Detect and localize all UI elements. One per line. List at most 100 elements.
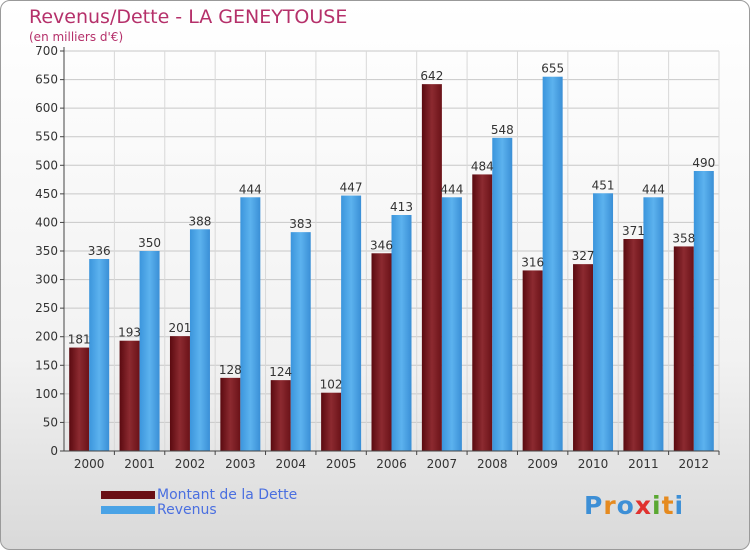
bar-dette: [421, 84, 442, 452]
data-label-dette: 371: [622, 224, 645, 238]
y-tick-label: 50: [43, 415, 58, 429]
bar-revenus: [240, 197, 261, 451]
bar-dette: [472, 174, 493, 451]
data-label-dette: 642: [420, 69, 443, 83]
data-label-revenus: 383: [289, 217, 312, 231]
data-label-dette: 193: [118, 326, 141, 340]
y-tick-label: 700: [35, 44, 58, 58]
bar-revenus: [542, 76, 563, 451]
y-tick-label: 450: [35, 187, 58, 201]
x-tick-label: 2012: [679, 457, 710, 471]
y-tick-label: 350: [35, 244, 58, 258]
bar-revenus: [290, 232, 311, 451]
bars: [69, 76, 714, 452]
y-tick-label: 250: [35, 301, 58, 315]
y-tick-label: 0: [50, 444, 58, 458]
y-tick-label: 650: [35, 73, 58, 87]
data-label-revenus: 388: [189, 214, 212, 228]
bar-dette: [69, 347, 90, 451]
proxiti-logo: Proxiti: [584, 491, 684, 520]
y-tick-label: 100: [35, 387, 58, 401]
legend-item-dette: Montant de la Dette: [101, 486, 298, 503]
data-label-revenus: 444: [642, 182, 665, 196]
data-label-revenus: 451: [592, 178, 615, 192]
legend-swatch-revenus: [101, 505, 155, 514]
x-tick-label: 2006: [376, 457, 407, 471]
data-label-revenus: 350: [138, 236, 161, 250]
data-label-revenus: 413: [390, 200, 413, 214]
bar-revenus: [189, 229, 210, 451]
x-tick-label: 2008: [477, 457, 508, 471]
x-tick-label: 2004: [275, 457, 306, 471]
data-label-revenus: 444: [440, 182, 463, 196]
data-label-dette: 102: [320, 378, 343, 392]
bar-revenus: [693, 171, 714, 451]
logo-letter: x: [634, 491, 652, 520]
logo-letter: t: [661, 491, 675, 520]
legend-label-revenus: Revenus: [157, 501, 217, 518]
logo-letter: P: [584, 491, 604, 520]
bar-dette: [623, 239, 644, 451]
legend: Montant de la Dette Revenus: [101, 486, 298, 518]
y-tick-label: 300: [35, 273, 58, 287]
data-label-dette: 128: [219, 363, 242, 377]
legend-label-dette: Montant de la Dette: [157, 486, 298, 503]
chart-title: Revenus/Dette - LA GENEYTOUSE: [29, 6, 348, 28]
x-tick-label: 2010: [578, 457, 609, 471]
x-tick-label: 2000: [74, 457, 105, 471]
data-label-dette: 327: [572, 249, 595, 263]
bar-dette: [169, 336, 190, 451]
bar-dette: [119, 340, 140, 451]
data-labels: 181 336 193 350 201 388 128 444 124 383 102 447 346 4…: [68, 62, 716, 392]
bar-dette: [522, 270, 543, 451]
logo-letter: i: [674, 491, 685, 520]
data-label-revenus: 490: [692, 156, 715, 170]
data-label-dette: 358: [672, 231, 695, 245]
bar-revenus: [341, 195, 362, 451]
bar-revenus: [139, 251, 160, 451]
bar-revenus: [593, 193, 614, 452]
data-label-revenus: 548: [491, 123, 514, 137]
bar-revenus: [441, 197, 462, 451]
bar-dette: [573, 264, 594, 451]
x-tick-label: 2003: [225, 457, 256, 471]
y-tick-label: 150: [35, 358, 58, 372]
bar-revenus: [391, 215, 412, 451]
x-tick-label: 2002: [175, 457, 206, 471]
data-label-revenus: 447: [340, 181, 363, 195]
logo-letter: i: [652, 491, 662, 520]
data-label-dette: 484: [471, 159, 494, 173]
x-tick-label: 2005: [326, 457, 357, 471]
bar-revenus: [89, 259, 110, 451]
bar-dette: [321, 392, 342, 451]
y-tick-label: 200: [35, 330, 58, 344]
chart-subtitle: (en milliers d'€): [29, 30, 124, 44]
x-tick-label: 2001: [124, 457, 155, 471]
axes: 0 50 100 150 200 250 300 350 400 450 500 550 600 650 7…: [35, 44, 720, 471]
data-label-revenus: 336: [88, 244, 111, 258]
legend-swatch-dette: [101, 490, 155, 499]
bar-dette: [673, 246, 694, 451]
y-tick-label: 400: [35, 215, 58, 229]
data-label-dette: 181: [68, 333, 91, 347]
data-label-dette: 346: [370, 238, 393, 252]
legend-item-revenus: Revenus: [101, 501, 297, 518]
data-label-revenus: 444: [239, 182, 262, 196]
data-label-dette: 201: [169, 321, 192, 335]
data-label-dette: 316: [521, 255, 544, 269]
y-tick-label: 500: [35, 158, 58, 172]
bar-revenus: [643, 197, 664, 451]
x-tick-label: 2011: [628, 457, 659, 471]
bar-revenus: [492, 137, 513, 451]
logo-letter: r: [603, 491, 617, 520]
logo-letter: o: [616, 491, 635, 520]
y-tick-label: 600: [35, 101, 58, 115]
bar-dette: [371, 253, 392, 451]
data-label-dette: 124: [269, 365, 292, 379]
y-tick-label: 550: [35, 130, 58, 144]
data-label-revenus: 655: [541, 62, 564, 76]
x-tick-label: 2007: [427, 457, 458, 471]
x-tick-label: 2009: [527, 457, 558, 471]
